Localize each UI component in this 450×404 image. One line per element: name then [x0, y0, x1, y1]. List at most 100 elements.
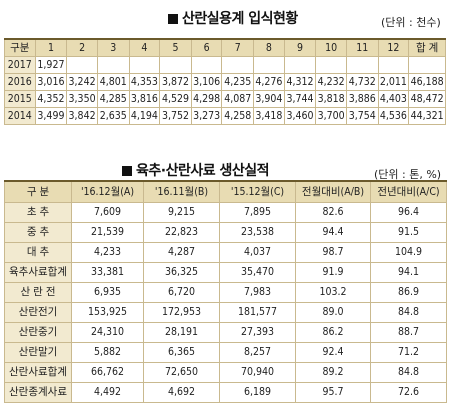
table-cell: 4,352	[34, 90, 68, 108]
table1-column-header: 5	[159, 38, 192, 57]
table2-column-header: '16.12월(A)	[71, 180, 144, 203]
table-cell: 91.5	[370, 222, 447, 243]
table-cell: 3,816	[128, 90, 161, 108]
table-cell: 2,635	[96, 107, 130, 125]
row-label: 산 란 전	[4, 282, 72, 303]
table2-unit: (단위 : 톤, %)	[374, 168, 442, 181]
table-cell: 172,953	[143, 302, 220, 323]
table-cell: 3,842	[66, 107, 98, 125]
table-row: 2015 4,352 3,350 4,285 3,816 4,529 4,298 4,087 3…	[4, 90, 446, 108]
table-cell: 3,460	[283, 107, 317, 125]
table-cell: 4,403	[377, 90, 410, 108]
table2-header-row: 구 분 '16.12월(A) '16.11월(B) '15.12월(C) 전월대비(A/…	[4, 180, 447, 203]
table-cell: 4,087	[221, 90, 255, 108]
table1-column-header: 합 계	[408, 38, 446, 57]
table-cell: 7,983	[219, 282, 296, 303]
row-label: 2015	[4, 90, 36, 108]
table-row: 산란말기 5,882 6,365 8,257 92.4 71.2	[4, 342, 447, 363]
table-row: 2017 1,927	[4, 56, 446, 74]
table-cell: 2,011	[377, 73, 410, 91]
table-cell: 4,353	[128, 73, 161, 91]
table-cell: 4,732	[345, 73, 379, 91]
table-cell: 153,925	[71, 302, 144, 323]
table-cell: 46,188	[408, 73, 446, 91]
table-cell	[128, 56, 161, 74]
row-label: 2016	[4, 73, 36, 91]
table-cell: 72,650	[143, 362, 220, 383]
row-label: 산란사료합계	[4, 362, 72, 383]
table2-column-header: 전년대비(A/C)	[370, 180, 447, 203]
row-label: 산란전기	[4, 302, 72, 323]
table-cell: 23,538	[219, 222, 296, 243]
table-cell: 48,472	[408, 90, 446, 108]
table1-column-header: 구분	[4, 38, 36, 57]
table-cell: 84.8	[370, 362, 447, 383]
table1-column-header: 11	[345, 38, 379, 57]
table-cell: 84.8	[370, 302, 447, 323]
table-cell: 4,258	[221, 107, 255, 125]
table-cell: 96.4	[370, 202, 447, 223]
table-cell: 3,752	[159, 107, 192, 125]
table-cell: 3,886	[345, 90, 379, 108]
table-cell: 4,298	[190, 90, 223, 108]
table-cell: 3,273	[190, 107, 223, 125]
table1-column-header: 3	[96, 38, 130, 57]
row-label: 2014	[4, 107, 36, 125]
table-cell: 91.9	[295, 262, 371, 283]
table-cell: 36,325	[143, 262, 220, 283]
table2-column-header: 전월대비(A/B)	[295, 180, 371, 203]
table1-title: 산란실용계 입식현황	[168, 8, 298, 28]
table-cell: 3,418	[253, 107, 285, 125]
table-cell: 3,016	[34, 73, 68, 91]
table-row: 산란사료합계 66,762 72,650 70,940 89.2 84.8	[4, 362, 447, 383]
table-cell: 6,935	[71, 282, 144, 303]
table-cell: 4,692	[143, 382, 220, 403]
table-cell: 3,904	[253, 90, 285, 108]
table-cell: 4,232	[315, 73, 347, 91]
table-cell: 89.0	[295, 302, 371, 323]
table-cell: 86.2	[295, 322, 371, 343]
table-row: 산 란 전 6,935 6,720 7,983 103.2 86.9	[4, 282, 447, 303]
table-cell	[408, 56, 446, 74]
table-cell: 181,577	[219, 302, 296, 323]
table1-header-row: 구분 1 2 3 4 5 6 7 8 9 10 11 12 합 계	[4, 38, 446, 57]
table1-unit: (단위 : 천수)	[381, 16, 441, 29]
table1-column-header: 7	[221, 38, 255, 57]
table-cell: 33,381	[71, 262, 144, 283]
table2-column-header: '16.11월(B)	[143, 180, 220, 203]
table-cell: 5,882	[71, 342, 144, 363]
table-cell: 72.6	[370, 382, 447, 403]
table-cell: 22,823	[143, 222, 220, 243]
table-cell: 104.9	[370, 242, 447, 263]
table-cell: 4,233	[71, 242, 144, 263]
table-cell: 4,037	[219, 242, 296, 263]
table-row: 산란전기 153,925 172,953 181,577 89.0 84.8	[4, 302, 447, 323]
table-cell: 35,470	[219, 262, 296, 283]
table1-column-header: 12	[377, 38, 410, 57]
table-cell: 4,285	[96, 90, 130, 108]
table-cell: 4,529	[159, 90, 192, 108]
table2-column-header: '15.12월(C)	[219, 180, 296, 203]
table-cell: 94.4	[295, 222, 371, 243]
table-cell: 3,754	[345, 107, 379, 125]
row-label: 2017	[4, 56, 36, 74]
table-cell: 89.2	[295, 362, 371, 383]
table-cell: 103.2	[295, 282, 371, 303]
table1-column-header: 4	[128, 38, 161, 57]
table-cell: 9,215	[143, 202, 220, 223]
table1-column-header: 10	[315, 38, 347, 57]
table-cell: 27,393	[219, 322, 296, 343]
row-label: 중 추	[4, 222, 72, 243]
table2: 구 분 '16.12월(A) '16.11월(B) '15.12월(C) 전월대비(A/…	[4, 180, 447, 403]
row-label: 초 추	[4, 202, 72, 223]
table2-title: 육추·산란사료 생산실적	[122, 160, 270, 180]
table-cell: 1,927	[34, 56, 68, 74]
table-cell: 98.7	[295, 242, 371, 263]
table-cell: 3,242	[66, 73, 98, 91]
table-cell: 66,762	[71, 362, 144, 383]
table-cell: 7,609	[71, 202, 144, 223]
table-cell: 3,106	[190, 73, 223, 91]
table-cell: 7,895	[219, 202, 296, 223]
table-row: 중 추 21,539 22,823 23,538 94.4 91.5	[4, 222, 447, 243]
table-cell	[190, 56, 223, 74]
